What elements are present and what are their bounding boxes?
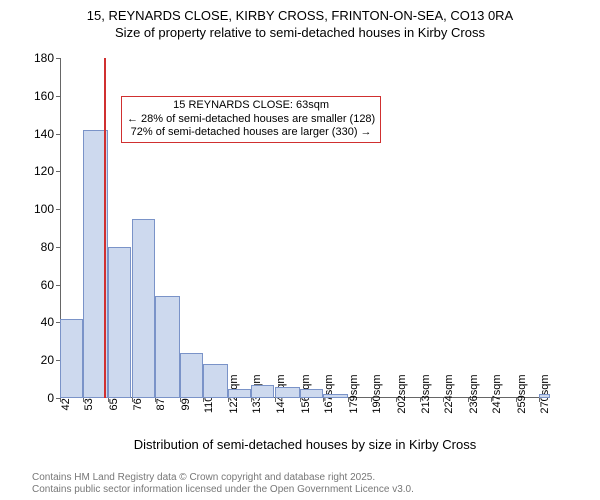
histogram-bar	[180, 353, 203, 398]
y-tick-label: 20	[41, 353, 54, 367]
histogram-bar	[60, 319, 83, 398]
histogram-bar	[275, 387, 300, 398]
chart-title-block: 15, REYNARDS CLOSE, KIRBY CROSS, FRINTON…	[0, 8, 600, 42]
histogram-bar	[228, 389, 251, 398]
x-tick-label: 202sqm	[396, 374, 408, 413]
y-tick-label: 120	[34, 164, 54, 178]
footer-line2: Contains public sector information licen…	[32, 484, 414, 496]
chart-container: 15, REYNARDS CLOSE, KIRBY CROSS, FRINTON…	[0, 8, 600, 468]
y-tick-label: 140	[34, 127, 54, 141]
annotation-line: 72% of semi-detached houses are larger (…	[127, 126, 375, 140]
y-tick-label: 100	[34, 202, 54, 216]
y-tick-mark	[56, 209, 60, 210]
histogram-bar	[203, 364, 228, 398]
attribution-footer: Contains HM Land Registry data © Crown c…	[32, 472, 414, 496]
y-tick-mark	[56, 58, 60, 59]
y-tick-mark	[56, 285, 60, 286]
x-tick-label: 224sqm	[443, 374, 455, 413]
y-tick-label: 60	[41, 278, 54, 292]
histogram-bar	[251, 385, 274, 398]
y-tick-mark	[56, 247, 60, 248]
footer-line1: Contains HM Land Registry data © Crown c…	[32, 472, 414, 484]
x-tick-label: 236sqm	[468, 374, 480, 413]
histogram-bar	[155, 296, 180, 398]
histogram-bar	[300, 389, 323, 398]
annotation-line: 15 REYNARDS CLOSE: 63sqm	[127, 99, 375, 113]
property-marker-line	[104, 58, 106, 398]
x-tick-label: 213sqm	[420, 374, 432, 413]
histogram-bar	[539, 394, 550, 398]
y-tick-label: 80	[41, 240, 54, 254]
x-axis-label: Distribution of semi-detached houses by …	[60, 437, 550, 452]
y-tick-label: 40	[41, 315, 54, 329]
y-tick-label: 160	[34, 89, 54, 103]
plot-area: 02040608010012014016018042sqm53sqm65sqm7…	[60, 58, 550, 398]
annotation-line: ← 28% of semi-detached houses are smalle…	[127, 113, 375, 127]
x-tick-label: 190sqm	[371, 374, 383, 413]
x-tick-label: 179sqm	[348, 374, 360, 413]
y-tick-label: 0	[47, 391, 54, 405]
x-tick-label: 259sqm	[516, 374, 528, 413]
histogram-bar	[108, 247, 131, 398]
y-tick-label: 180	[34, 51, 54, 65]
annotation-box: 15 REYNARDS CLOSE: 63sqm← 28% of semi-de…	[121, 96, 381, 143]
x-tick-label: 247sqm	[491, 374, 503, 413]
y-tick-mark	[56, 171, 60, 172]
chart-title-line2: Size of property relative to semi-detach…	[0, 25, 600, 42]
histogram-bar	[323, 394, 348, 398]
histogram-bar	[132, 219, 155, 398]
y-tick-mark	[56, 96, 60, 97]
chart-title-line1: 15, REYNARDS CLOSE, KIRBY CROSS, FRINTON…	[0, 8, 600, 25]
y-tick-mark	[56, 134, 60, 135]
